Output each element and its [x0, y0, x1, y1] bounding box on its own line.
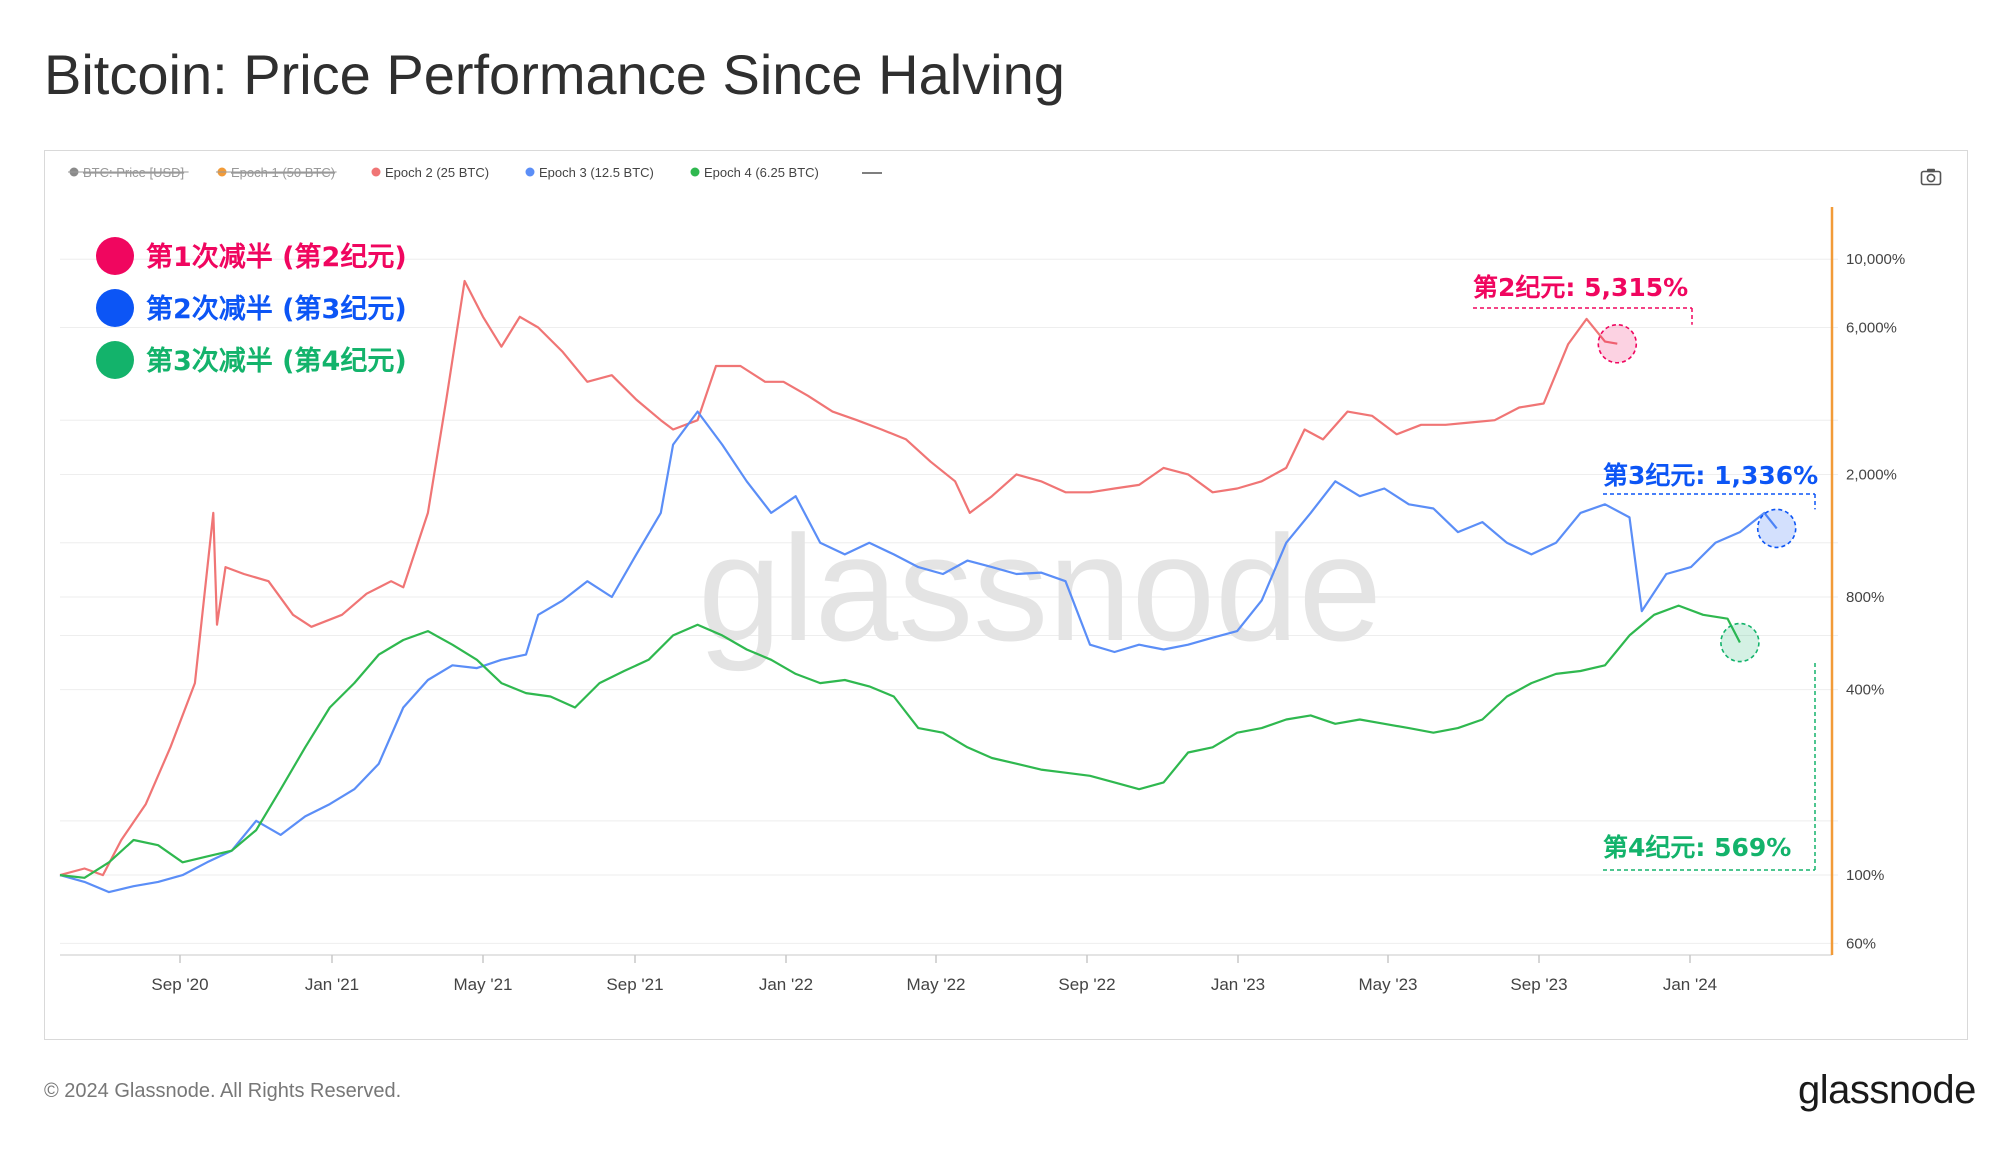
- halving-marker-3: [96, 341, 134, 379]
- y-tick-label-6: 60%: [1846, 935, 1876, 952]
- endpoint-label-2: 第2纪元: 5,315%: [1473, 273, 1688, 302]
- footer-copyright: © 2024 Glassnode. All Rights Reserved.: [44, 1080, 402, 1102]
- x-tick-label-6: Sep '22: [1058, 975, 1115, 994]
- y-tick-label-0: 10,000%: [1846, 251, 1905, 268]
- x-tick-label-0: Sep '20: [151, 975, 208, 994]
- y-tick-label-5: 100%: [1846, 867, 1884, 884]
- series-line-2: [59, 279, 1618, 877]
- legend-marker-2: [371, 167, 381, 177]
- legend-label-2: Epoch 2 (25 BTC): [385, 165, 489, 180]
- halving-marker-2: [96, 289, 134, 327]
- x-tick-label-9: Sep '23: [1510, 975, 1567, 994]
- y-tick-label-2: 2,000%: [1846, 466, 1897, 483]
- halving-label-1: 第1次减半 (第2纪元): [146, 241, 407, 273]
- legend-marker-4: [690, 167, 700, 177]
- x-tick-label-3: Sep '21: [606, 975, 663, 994]
- x-tick-label-4: Jan '22: [759, 975, 813, 994]
- watermark-text: glassnode: [698, 504, 1382, 672]
- y-tick-label-1: 6,000%: [1846, 320, 1897, 337]
- x-tick-label-2: May '21: [454, 975, 513, 994]
- series-line-3: [59, 410, 1778, 894]
- x-tick-label-10: Jan '24: [1663, 975, 1717, 994]
- legend-label-4: Epoch 4 (6.25 BTC): [704, 165, 819, 180]
- endpoint-circle-4: [1720, 622, 1760, 663]
- y-tick-label-4: 400%: [1846, 682, 1884, 699]
- legend-marker-3: [525, 167, 535, 177]
- halving-label-2: 第2次减半 (第3纪元): [146, 293, 407, 325]
- endpoint-label-3: 第3纪元: 1,336%: [1603, 461, 1818, 490]
- page-title: Bitcoin: Price Performance Since Halving: [44, 43, 1065, 106]
- footer-logo[interactable]: glassnode: [1798, 1068, 1976, 1112]
- legend-label-3: Epoch 3 (12.5 BTC): [539, 165, 654, 180]
- x-tick-label-8: May '23: [1359, 975, 1418, 994]
- x-tick-label-7: Jan '23: [1211, 975, 1265, 994]
- halving-label-3: 第3次减半 (第4纪元): [146, 345, 407, 377]
- series-line-4: [59, 604, 1741, 879]
- x-tick-label-5: May '22: [907, 975, 966, 994]
- endpoint-circle-3: [1756, 508, 1797, 549]
- camera-icon[interactable]: [1920, 168, 1942, 186]
- halving-marker-1: [96, 237, 134, 275]
- endpoint-label-4: 第4纪元: 569%: [1603, 833, 1791, 862]
- x-tick-label-1: Jan '21: [305, 975, 359, 994]
- endpoint-circle-2: [1597, 323, 1638, 364]
- y-tick-label-3: 800%: [1846, 589, 1884, 606]
